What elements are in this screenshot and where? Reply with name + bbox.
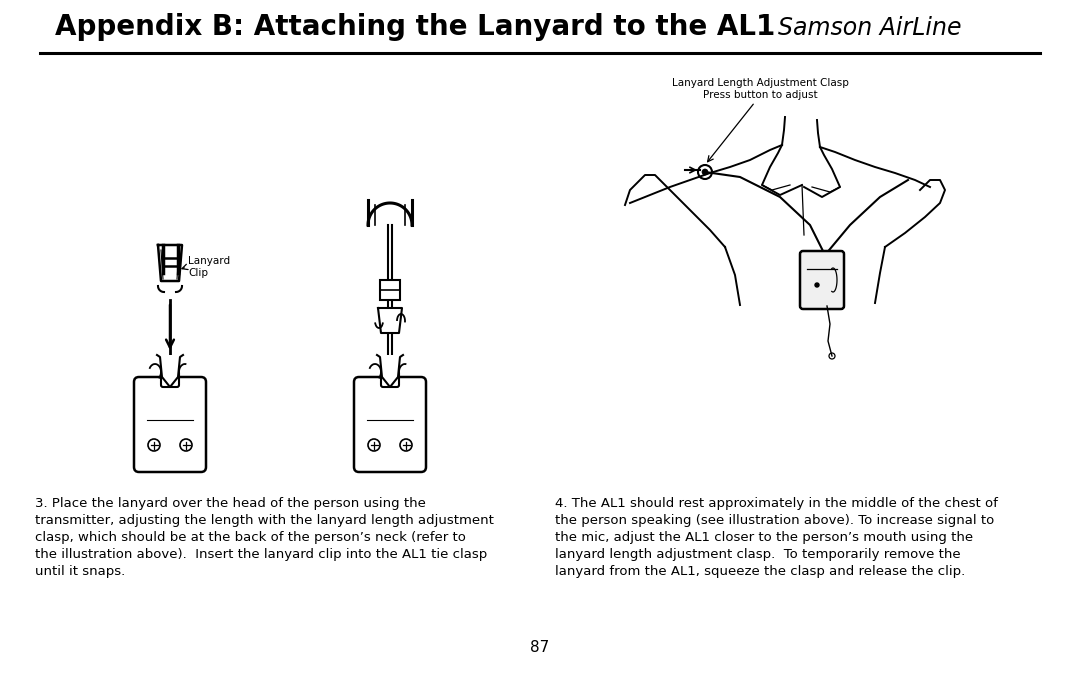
Polygon shape xyxy=(377,355,403,387)
FancyBboxPatch shape xyxy=(800,251,843,309)
Text: Lanyard Length Adjustment Clasp
Press button to adjust: Lanyard Length Adjustment Clasp Press bu… xyxy=(672,78,849,100)
Circle shape xyxy=(815,283,819,287)
Text: 4. The AL1 should rest approximately in the middle of the chest of
the person sp: 4. The AL1 should rest approximately in … xyxy=(555,497,998,578)
FancyBboxPatch shape xyxy=(161,371,179,387)
Text: Lanyard
Clip: Lanyard Clip xyxy=(188,256,230,278)
FancyBboxPatch shape xyxy=(380,280,400,300)
FancyBboxPatch shape xyxy=(134,377,206,472)
Polygon shape xyxy=(157,355,183,387)
Text: 3. Place the lanyard over the head of the person using the
transmitter, adjustin: 3. Place the lanyard over the head of th… xyxy=(35,497,494,578)
FancyBboxPatch shape xyxy=(354,377,426,472)
Text: Samson AirLine: Samson AirLine xyxy=(779,16,962,40)
Text: Appendix B: Attaching the Lanyard to the AL1: Appendix B: Attaching the Lanyard to the… xyxy=(55,13,775,41)
Polygon shape xyxy=(158,245,183,281)
Polygon shape xyxy=(378,308,402,333)
Text: 87: 87 xyxy=(530,639,550,655)
Circle shape xyxy=(702,169,708,175)
FancyBboxPatch shape xyxy=(381,371,399,387)
